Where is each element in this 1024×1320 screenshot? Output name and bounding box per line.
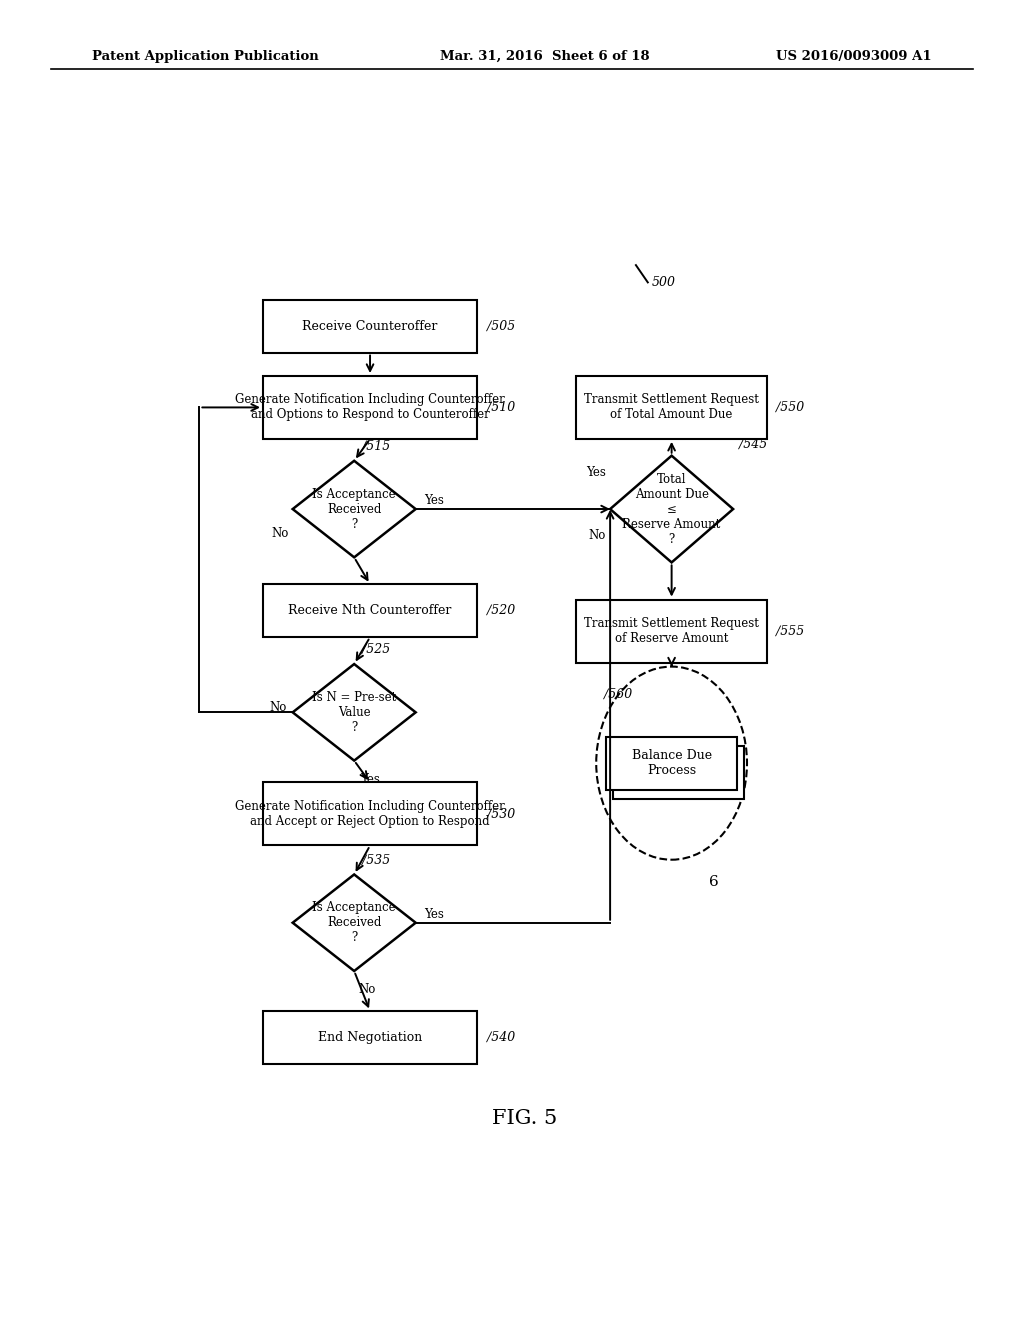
FancyBboxPatch shape — [606, 737, 737, 789]
FancyBboxPatch shape — [577, 376, 767, 440]
Text: End Negotiation: End Negotiation — [317, 1031, 422, 1044]
Text: No: No — [358, 983, 376, 997]
FancyBboxPatch shape — [577, 599, 767, 663]
FancyBboxPatch shape — [263, 300, 477, 352]
Text: Transmit Settlement Request
of Total Amount Due: Transmit Settlement Request of Total Amo… — [584, 393, 759, 421]
Text: Mar. 31, 2016  Sheet 6 of 18: Mar. 31, 2016 Sheet 6 of 18 — [440, 50, 650, 63]
Text: ∕505: ∕505 — [486, 319, 515, 333]
Text: Is Acceptance
Received
?: Is Acceptance Received ? — [312, 487, 396, 531]
Text: Yes: Yes — [360, 772, 380, 785]
FancyBboxPatch shape — [263, 783, 477, 846]
Text: ∕535: ∕535 — [362, 853, 390, 866]
Text: Yes: Yes — [424, 495, 443, 507]
Text: Transmit Settlement Request
of Reserve Amount: Transmit Settlement Request of Reserve A… — [584, 616, 759, 645]
Text: ∕540: ∕540 — [486, 1031, 515, 1044]
Text: ∕530: ∕530 — [486, 808, 515, 821]
Text: ∕520: ∕520 — [486, 605, 515, 618]
Text: 500: 500 — [652, 276, 676, 289]
Polygon shape — [293, 461, 416, 557]
Text: ∕515: ∕515 — [362, 440, 390, 453]
Text: ∕545: ∕545 — [739, 438, 768, 450]
Text: Is N = Pre-set
Value
?: Is N = Pre-set Value ? — [312, 690, 396, 734]
Polygon shape — [293, 664, 416, 760]
Text: ∕525: ∕525 — [362, 643, 390, 656]
Text: No: No — [269, 701, 287, 714]
Text: 6: 6 — [710, 875, 719, 888]
Text: ∕550: ∕550 — [776, 401, 805, 414]
Text: Yes: Yes — [587, 466, 606, 479]
Text: ∕510: ∕510 — [486, 401, 515, 414]
FancyBboxPatch shape — [263, 1011, 477, 1064]
Text: Yes: Yes — [424, 908, 443, 921]
Text: No: No — [589, 529, 606, 543]
Text: Generate Notification Including Counteroffer
and Options to Respond to Counterof: Generate Notification Including Countero… — [236, 393, 505, 421]
Polygon shape — [293, 874, 416, 972]
Text: Receive Counteroffer: Receive Counteroffer — [302, 319, 437, 333]
Text: Receive Nth Counteroffer: Receive Nth Counteroffer — [289, 605, 452, 618]
Text: FIG. 5: FIG. 5 — [493, 1109, 557, 1129]
FancyBboxPatch shape — [613, 746, 744, 799]
Text: Patent Application Publication: Patent Application Publication — [92, 50, 318, 63]
FancyBboxPatch shape — [263, 585, 477, 638]
Text: ∕560: ∕560 — [604, 688, 633, 701]
Polygon shape — [610, 455, 733, 562]
Text: ∕555: ∕555 — [776, 624, 805, 638]
Text: No: No — [271, 527, 289, 540]
FancyBboxPatch shape — [263, 376, 477, 440]
Text: Balance Due
Process: Balance Due Process — [632, 750, 712, 777]
Text: Total
Amount Due
≤
Reserve Amount
?: Total Amount Due ≤ Reserve Amount ? — [623, 473, 721, 545]
Text: US 2016/0093009 A1: US 2016/0093009 A1 — [776, 50, 932, 63]
Text: Is Acceptance
Received
?: Is Acceptance Received ? — [312, 902, 396, 944]
Text: Generate Notification Including Counteroffer
and Accept or Reject Option to Resp: Generate Notification Including Countero… — [236, 800, 505, 828]
